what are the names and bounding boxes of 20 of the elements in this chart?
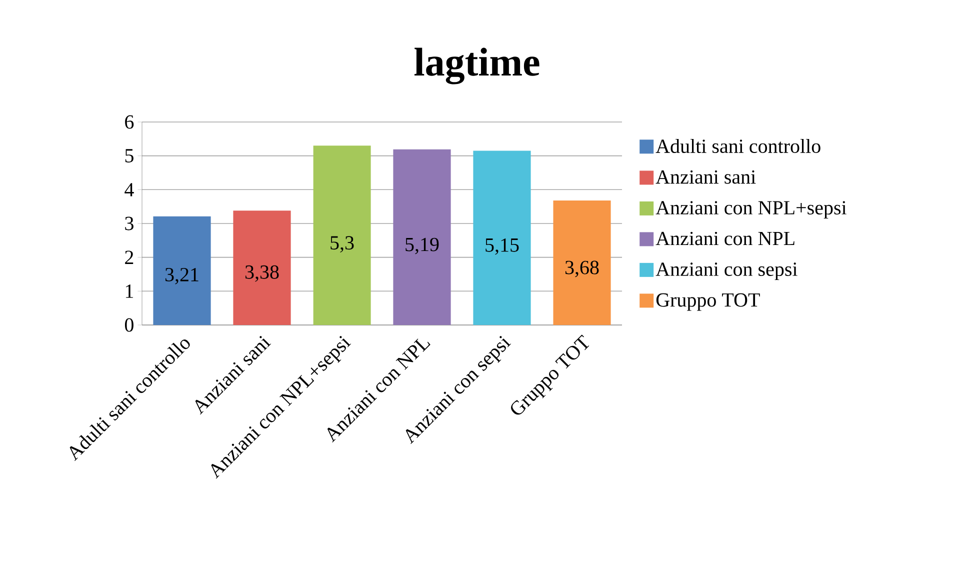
legend-label: Gruppo TOT	[656, 293, 760, 311]
legend-label: Anziani sani	[656, 170, 756, 184]
y-tick-label: 2	[125, 250, 134, 264]
chart-title: lagtime	[414, 48, 540, 84]
y-tick-label: 0	[124, 318, 134, 332]
legend-label: Anziani con NPL+sepsi	[656, 201, 846, 219]
y-tick-label: 6	[125, 115, 134, 129]
data-label: 5,15	[486, 238, 519, 255]
data-label: 5,3	[330, 236, 354, 252]
data-label: 3,38	[245, 265, 279, 282]
data-label: 3,68	[565, 260, 599, 278]
y-tick-label: 3	[125, 216, 134, 230]
y-tick-label: 4	[124, 183, 134, 196]
legend-label: Anziani con sepsi	[656, 262, 798, 280]
data-label: 5,19	[406, 238, 439, 254]
y-tick-label: 5	[125, 149, 134, 162]
legend-label: Anziani con NPL	[656, 232, 794, 246]
data-label: 3,21	[165, 268, 198, 284]
y-tick-label: 1	[126, 284, 134, 298]
legend-label: Adulti sani controllo	[656, 138, 820, 154]
